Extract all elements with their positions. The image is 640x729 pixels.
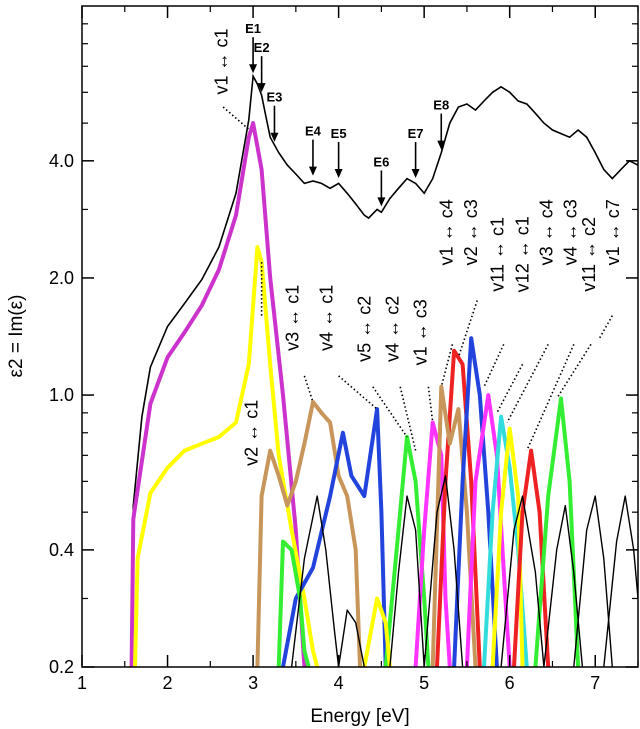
peak-label-8: E8 <box>433 98 449 113</box>
transition-line-20 <box>423 475 464 667</box>
x-tick-label-7: 7 <box>590 673 600 693</box>
peak-arrow-head-3 <box>270 132 279 142</box>
transition-line-1 <box>129 121 307 667</box>
annotation-leader-14 <box>556 343 592 399</box>
transition-curves-group <box>129 121 638 667</box>
x-tick-label-5: 5 <box>419 673 429 693</box>
transition-line-3 <box>255 400 362 667</box>
y-tick-label-3: 1.0 <box>49 385 74 405</box>
annotation-leader-13 <box>526 344 575 451</box>
transition-line-21 <box>500 495 545 667</box>
annotation-label-5: v5 ↔ c2 <box>354 296 374 362</box>
y-tick-label-5: 4.0 <box>49 151 74 171</box>
y-tick-label-4: 2.0 <box>49 268 74 288</box>
transition-line-5 <box>276 539 311 667</box>
annotation-label-15: v1 ↔ c7 <box>603 199 623 265</box>
annotation-label-4: v4 ↔ c1 <box>317 285 337 351</box>
y-tick-label-1: 0.2 <box>49 657 74 677</box>
transition-line-18 <box>337 609 365 667</box>
transition-line-8 <box>413 420 452 667</box>
y-tick-label-2: 0.4 <box>49 540 74 560</box>
total-curve-group <box>130 73 638 667</box>
transition-line-17 <box>290 495 340 667</box>
annotation-label-3: v3 ↔ c1 <box>282 285 302 351</box>
peak-arrow-head-4 <box>308 166 317 176</box>
x-axis: 1 2 3 4 5 6 7 <box>77 6 639 693</box>
peak-label-1: E1 <box>245 21 261 36</box>
total-spectrum-line <box>130 73 638 667</box>
annotation-label-13: v4 ↔ c3 <box>560 199 580 265</box>
transition-line-4 <box>281 407 388 667</box>
annotation-leader-11 <box>496 363 524 414</box>
transition-line-22 <box>543 504 584 667</box>
annotation-label-12: v3 ↔ c4 <box>537 199 557 265</box>
annotation-label-7: v1 ↔ c3 <box>411 299 431 365</box>
peak-label-5: E5 <box>331 126 347 141</box>
peak-arrow-head-6 <box>377 197 386 207</box>
annotation-leader-1 <box>222 106 251 131</box>
transition-line-7 <box>362 596 392 667</box>
peak-label-2: E2 <box>254 40 270 55</box>
annotation-label-2: v2 ↔ c1 <box>241 400 261 466</box>
plot-frame <box>81 5 639 668</box>
peak-arrow-head-8 <box>437 140 446 150</box>
annotation-label-9: v2 ↔ c3 <box>461 199 481 265</box>
transition-line-23 <box>573 495 613 667</box>
transition-line-6 <box>383 435 431 667</box>
transition-line-24 <box>603 495 638 667</box>
annotation-leader-10 <box>483 344 505 388</box>
peak-label-7: E7 <box>408 126 424 141</box>
annotation-leader-12 <box>506 343 549 423</box>
annotation-label-10: v11 ↔ c1 <box>488 217 508 292</box>
transition-line-19 <box>389 495 425 667</box>
peak-arrow-head-2 <box>257 83 266 93</box>
annotation-label-6: v4 ↔ c2 <box>383 296 403 362</box>
transition-line-16 <box>533 396 581 667</box>
annotation-leader-4 <box>338 375 378 410</box>
x-tick-label-3: 3 <box>248 673 258 693</box>
x-tick-label-1: 1 <box>77 673 87 693</box>
annotation-leader-3 <box>303 375 314 403</box>
peak-label-4: E4 <box>305 124 322 139</box>
peak-arrow-head-7 <box>411 168 420 178</box>
x-tick-label-2: 2 <box>163 673 173 693</box>
x-axis-label: Energy [eV] <box>310 706 409 727</box>
annotation-leader-8 <box>440 344 454 388</box>
transition-line-10 <box>430 384 478 667</box>
peak-arrow-head-5 <box>334 168 343 178</box>
peak-label-6: E6 <box>373 154 389 169</box>
annotation-label-8: v1 ↔ c4 <box>436 199 456 265</box>
peak-arrow-head-1 <box>249 64 258 74</box>
annotation-leader-7 <box>427 386 434 423</box>
annotation-label-14: v11 ↔ c2 <box>579 217 599 292</box>
annotation-label-1: v1 ↔ c1 <box>211 28 231 94</box>
annotation-group: v1 ↔ c1 v2 ↔ c1 v3 ↔ c1 v4 ↔ c1 v5 ↔ c2 v4 ↔ … <box>211 28 623 465</box>
annotation-label-11: v12 ↔ c1 <box>513 216 533 292</box>
y-axis-label: ε2 = Im(ε) <box>6 295 27 378</box>
y-axis: 0.2 0.4 1.0 2.0 4.0 <box>49 23 638 677</box>
peak-marker-group: E1 E2 E3 E4 E5 E6 E7 E8 <box>245 21 449 207</box>
x-tick-label-6: 6 <box>505 673 515 693</box>
transition-line-2 <box>133 245 320 667</box>
annotation-leader-6 <box>399 386 417 451</box>
peak-label-3: E3 <box>267 90 283 105</box>
x-tick-label-4: 4 <box>334 673 344 693</box>
annotation-leader-15 <box>598 315 614 339</box>
